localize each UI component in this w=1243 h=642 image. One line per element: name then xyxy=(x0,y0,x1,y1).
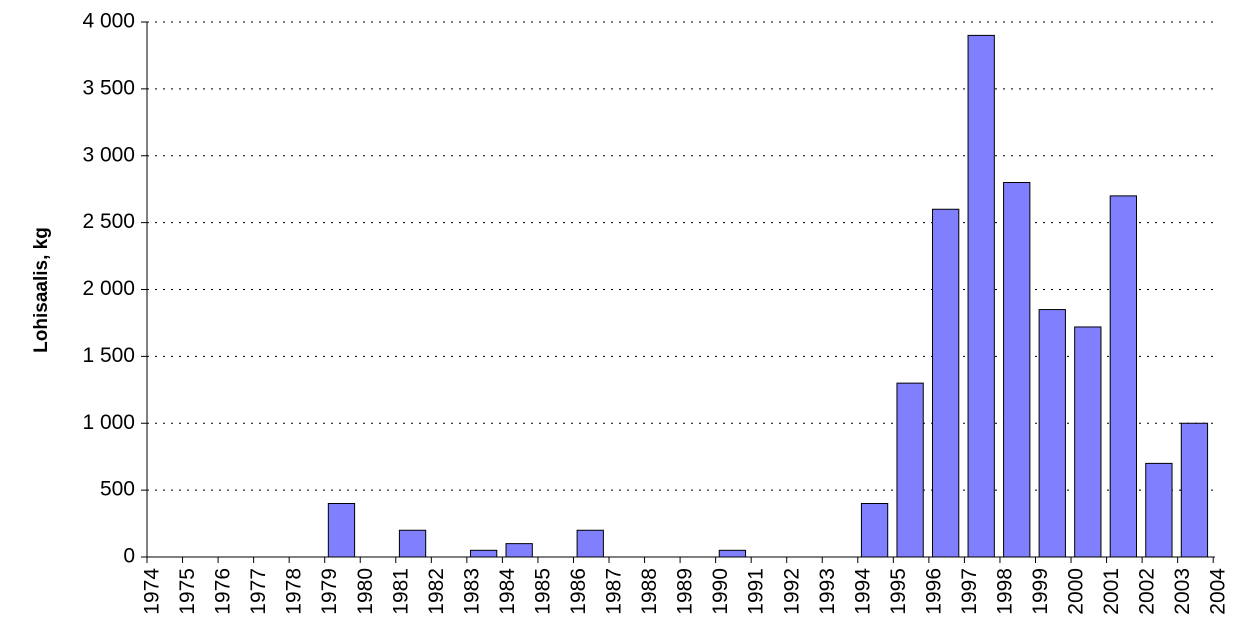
y-tick-label: 3 000 xyxy=(82,143,135,166)
x-tick-label: 1978 xyxy=(283,568,306,615)
x-tick-label: 1987 xyxy=(603,568,626,615)
y-tick-label: 1 000 xyxy=(82,411,135,434)
x-tick-label: 1995 xyxy=(887,568,910,615)
x-tick-label: 1979 xyxy=(318,568,341,615)
bar xyxy=(718,549,747,558)
x-tick-label: 1989 xyxy=(674,568,697,615)
x-tick-label: 1984 xyxy=(496,568,519,615)
bar xyxy=(1109,195,1137,558)
bar xyxy=(1003,182,1031,558)
x-tick-label: 1983 xyxy=(460,568,483,615)
x-tick-label: 2002 xyxy=(1136,568,1159,615)
bar xyxy=(398,529,427,558)
y-tick-label: 0 xyxy=(123,545,135,568)
x-tick-label: 1975 xyxy=(176,568,199,615)
bar xyxy=(1145,462,1173,558)
x-tick-label: 1992 xyxy=(780,568,803,615)
x-tick-label: 1974 xyxy=(141,568,164,615)
x-tick-label: 1997 xyxy=(958,568,981,615)
y-tick-label: 500 xyxy=(100,478,135,501)
x-tick-label: 1999 xyxy=(1029,568,1052,615)
bar xyxy=(1038,309,1066,558)
x-tick-label: 2003 xyxy=(1171,568,1194,615)
bar xyxy=(469,549,498,558)
x-tick-label: 1980 xyxy=(354,568,377,615)
x-tick-label: 1977 xyxy=(247,568,270,615)
x-tick-label: 2000 xyxy=(1065,568,1088,615)
bar xyxy=(896,382,924,558)
x-tick-label: 1993 xyxy=(816,568,839,615)
y-tick-label: 2 500 xyxy=(82,210,135,233)
x-tick-label: 1981 xyxy=(389,568,412,615)
bar xyxy=(576,529,604,558)
bar xyxy=(967,34,995,558)
bar xyxy=(932,208,960,558)
bar xyxy=(505,543,533,558)
y-axis-label: Lohisaalis, kg xyxy=(31,227,52,353)
y-tick-label: 2 000 xyxy=(82,277,135,300)
x-tick-label: 1982 xyxy=(425,568,448,615)
bar xyxy=(1074,326,1102,558)
y-tick-label: 1 500 xyxy=(82,344,135,367)
x-tick-label: 1991 xyxy=(745,568,768,615)
x-tick-label: 1986 xyxy=(567,568,590,615)
y-tick-label: 3 500 xyxy=(82,76,135,99)
x-tick-label: 1988 xyxy=(638,568,661,615)
bar xyxy=(1180,422,1209,558)
x-tick-label: 1998 xyxy=(994,568,1017,615)
x-tick-label: 1994 xyxy=(851,568,874,615)
x-tick-label: 1996 xyxy=(922,568,945,615)
x-tick-label: 2004 xyxy=(1207,568,1230,615)
y-tick-label: 4 000 xyxy=(82,10,135,33)
x-tick-label: 2001 xyxy=(1100,568,1123,615)
bar xyxy=(327,503,356,558)
x-tick-label: 1990 xyxy=(709,568,732,615)
x-tick-label: 1976 xyxy=(212,568,235,615)
bar xyxy=(860,503,889,558)
x-tick-label: 1985 xyxy=(531,568,554,615)
